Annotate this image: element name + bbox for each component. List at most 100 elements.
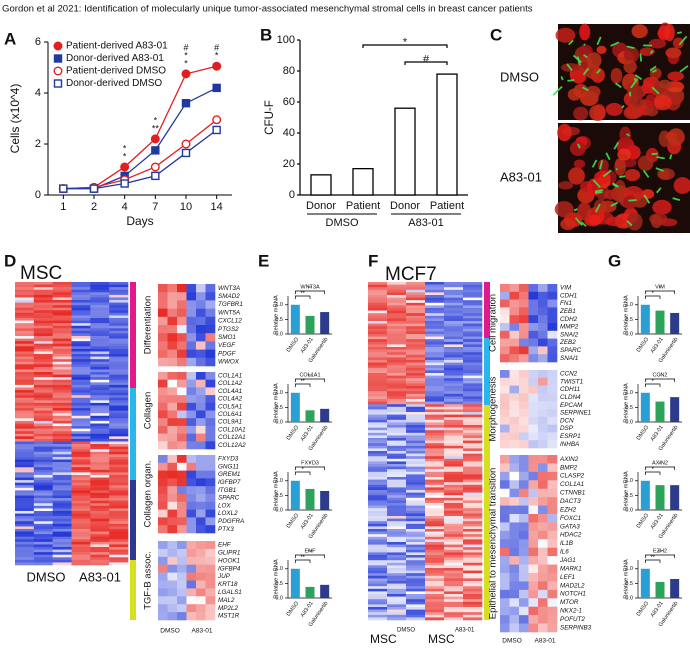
heatmap-cell: [109, 420, 129, 424]
heatmap-cell: [186, 418, 197, 427]
heatmap-cell: [177, 462, 187, 471]
heatmap-cell: [71, 490, 91, 494]
heatmap-cell: [444, 612, 464, 616]
heatmap-cell: [444, 495, 464, 499]
heatmap-cell: [444, 425, 464, 428]
heatmap-cell: [519, 488, 529, 498]
heatmap-cell: [158, 580, 168, 589]
heatmap-cell: [406, 570, 426, 574]
heatmap-cell: [444, 479, 464, 483]
heatmap-cell: [509, 522, 520, 532]
heatmap-cell: [387, 300, 407, 304]
heatmap-cell: [33, 351, 53, 355]
micrograph-fiber: [612, 182, 620, 188]
heatmap-cell: [425, 495, 445, 499]
heatmap-cell: [406, 380, 426, 384]
annotation: **: [308, 374, 313, 380]
heatmap-cell: [509, 556, 520, 565]
heatmap-cell: [444, 458, 464, 462]
heatmap-cell: [538, 522, 548, 532]
heatmap-cell: [33, 366, 53, 370]
heatmap-cell: [167, 402, 178, 411]
annotation: *: [403, 36, 408, 48]
heatmap-cell: [463, 555, 483, 558]
gene-label: LGALS1: [218, 589, 242, 596]
heatmap-cell: [387, 523, 407, 527]
micrograph-cell: [652, 199, 672, 215]
heatmap-cell: [528, 539, 539, 549]
heatmap-cell: [444, 347, 464, 350]
heatmap-cell: [205, 325, 216, 334]
heatmap-cell: [109, 348, 129, 352]
significance-bracket: [644, 559, 661, 563]
micrograph-fiber: [621, 104, 625, 109]
heatmap-cell: [444, 536, 464, 540]
heatmap-cell: [71, 531, 91, 535]
heatmap-cell: [196, 308, 206, 318]
group-label: Cell migration: [488, 294, 499, 352]
heatmap-cell: [444, 380, 464, 384]
heatmap-cell: [406, 292, 426, 296]
heatmap-cell: [52, 518, 72, 522]
heatmap-cell: [425, 331, 445, 335]
annotation: *: [652, 379, 655, 385]
y-tick-label: 20: [283, 158, 295, 170]
heatmap-cell: [167, 517, 178, 526]
heatmap-cell: [196, 387, 206, 396]
heatmap-cell: [406, 349, 426, 353]
heatmap-cell: [33, 521, 53, 525]
heatmap-cell: [519, 573, 529, 582]
annotation: **: [301, 555, 306, 561]
heatmap-cell: [167, 509, 178, 518]
heatmap-cell: [196, 292, 206, 301]
subheatmap-column-label: DMSO: [160, 628, 180, 635]
heatmap-cell: [158, 372, 168, 380]
heatmap-cell: [177, 402, 187, 411]
heatmap-cell: [463, 336, 483, 340]
heatmap-cell: [528, 307, 539, 316]
heatmap-cell: [15, 438, 35, 442]
heatmap-cell: [463, 391, 483, 395]
heatmap-cell: [425, 445, 445, 449]
heatmap-cell: [90, 441, 110, 445]
heatmap-cell: [463, 401, 483, 405]
gene-label: WNT3A: [218, 285, 240, 292]
heatmap-cell: [109, 359, 129, 363]
heatmap-cell: [109, 325, 129, 329]
annotation: **: [658, 550, 663, 556]
bar: [640, 480, 650, 510]
heatmap-cell: [90, 528, 110, 532]
heatmap-cell: [71, 423, 91, 427]
heatmap-cell: [186, 556, 197, 565]
micrograph-cell: [573, 106, 589, 121]
heatmap-cell: [425, 406, 445, 410]
heatmap-cell: [528, 598, 539, 608]
x-tick-label: DMSO: [286, 600, 301, 618]
heatmap-cell: [15, 539, 35, 543]
heatmap-cell: [71, 392, 91, 396]
heatmap-cell: [444, 586, 464, 590]
heatmap-cell: [444, 599, 464, 603]
heatmap-cell: [90, 492, 110, 496]
heatmap-cell: [387, 518, 407, 522]
heatmap-cell: [52, 541, 72, 545]
heatmap-cell: [368, 370, 388, 374]
heatmap-cell: [33, 510, 53, 514]
heatmap-cell: [444, 438, 464, 441]
y-tick-label: 40: [283, 127, 295, 139]
heatmap-cell: [444, 578, 464, 582]
heatmap-cell: [425, 339, 445, 343]
heatmap-cell: [33, 333, 53, 337]
heatmap-cell: [387, 419, 407, 423]
heatmap-cell: [109, 554, 129, 558]
heatmap-cell: [425, 521, 445, 525]
heatmap-cell: [52, 305, 72, 309]
heatmap-cell: [109, 492, 129, 496]
group-bar: [130, 388, 136, 480]
heatmap-cell: [177, 494, 187, 503]
heatmap-cell: [71, 503, 91, 507]
heatmap-cell: [406, 484, 426, 488]
gene-label: COL9A1: [218, 419, 242, 426]
heatmap-cell: [368, 388, 388, 392]
heatmap-cell: [33, 305, 53, 309]
